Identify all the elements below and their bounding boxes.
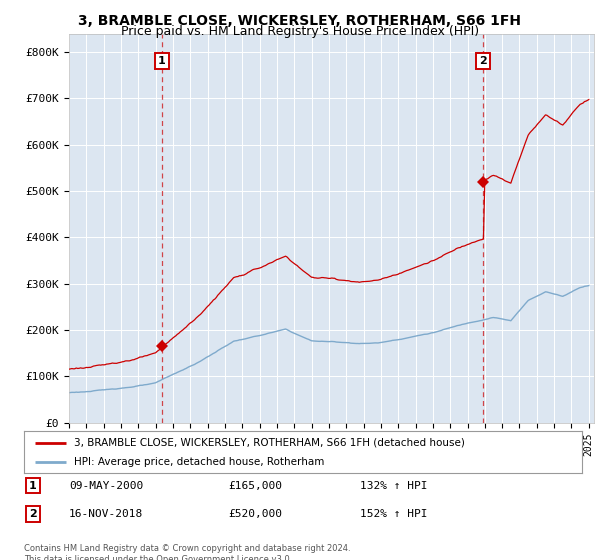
- Text: Contains HM Land Registry data © Crown copyright and database right 2024.
This d: Contains HM Land Registry data © Crown c…: [24, 544, 350, 560]
- Text: HPI: Average price, detached house, Rotherham: HPI: Average price, detached house, Roth…: [74, 457, 325, 467]
- Text: 132% ↑ HPI: 132% ↑ HPI: [360, 480, 427, 491]
- Text: 1: 1: [158, 56, 166, 66]
- Text: 2: 2: [29, 509, 37, 519]
- Text: 1: 1: [29, 480, 37, 491]
- Text: 3, BRAMBLE CLOSE, WICKERSLEY, ROTHERHAM, S66 1FH: 3, BRAMBLE CLOSE, WICKERSLEY, ROTHERHAM,…: [79, 14, 521, 28]
- Text: 2: 2: [479, 56, 487, 66]
- Text: 3, BRAMBLE CLOSE, WICKERSLEY, ROTHERHAM, S66 1FH (detached house): 3, BRAMBLE CLOSE, WICKERSLEY, ROTHERHAM,…: [74, 437, 465, 447]
- Text: Price paid vs. HM Land Registry's House Price Index (HPI): Price paid vs. HM Land Registry's House …: [121, 25, 479, 38]
- Text: 09-MAY-2000: 09-MAY-2000: [69, 480, 143, 491]
- Text: 152% ↑ HPI: 152% ↑ HPI: [360, 509, 427, 519]
- Text: 16-NOV-2018: 16-NOV-2018: [69, 509, 143, 519]
- Text: £165,000: £165,000: [228, 480, 282, 491]
- Text: £520,000: £520,000: [228, 509, 282, 519]
